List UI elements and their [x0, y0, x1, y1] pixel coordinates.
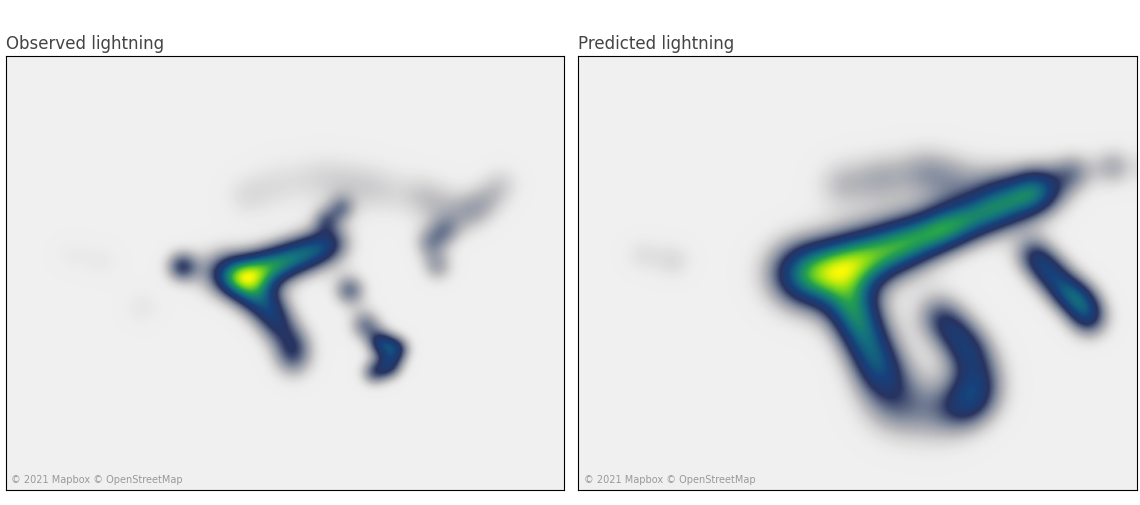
Text: © 2021 Mapbox © OpenStreetMap: © 2021 Mapbox © OpenStreetMap	[11, 475, 182, 485]
Text: © 2021 Mapbox © OpenStreetMap: © 2021 Mapbox © OpenStreetMap	[584, 475, 755, 485]
Text: Predicted lightning: Predicted lightning	[578, 35, 734, 53]
Text: Observed lightning: Observed lightning	[6, 35, 164, 53]
